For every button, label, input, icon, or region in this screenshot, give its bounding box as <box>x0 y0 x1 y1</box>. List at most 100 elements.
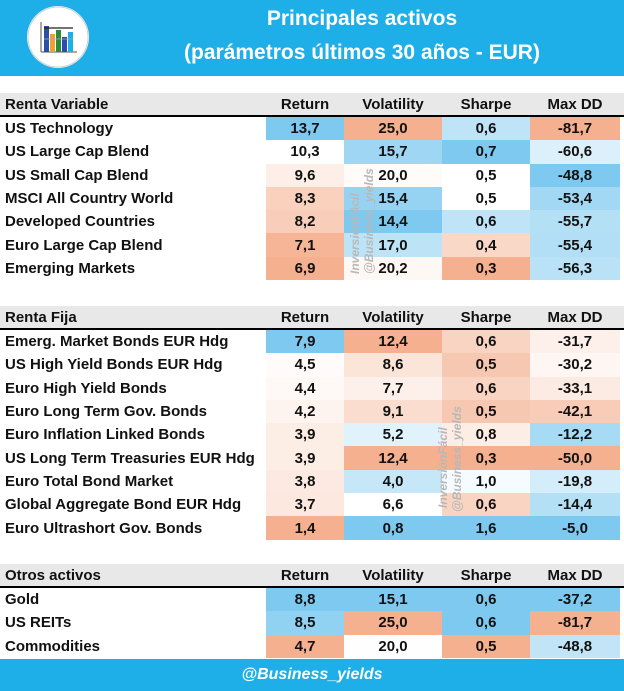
volatility-cell: 25,0 <box>344 117 442 141</box>
section-header: Otros activos Return Volatility Sharpe Max D… <box>0 564 624 588</box>
maxdd-cell: -81,7 <box>530 117 620 141</box>
maxdd-cell: -55,4 <box>530 233 620 257</box>
volatility-cell: 4,0 <box>344 469 442 494</box>
column-header-sharpe: Sharpe <box>460 308 512 326</box>
maxdd-cell: -56,3 <box>530 256 620 281</box>
table-row: Global Aggregate Bond EUR Hdg 3,7 6,6 0,6 -1… <box>0 493 624 517</box>
volatility-cell: 9,1 <box>344 399 442 424</box>
asset-name: Euro Large Cap Blend <box>5 236 163 254</box>
return-cell: 9,6 <box>266 163 344 187</box>
sharpe-cell: 0,6 <box>442 117 530 141</box>
volatility-cell: 5,2 <box>344 423 442 447</box>
return-cell: 4,7 <box>266 634 344 658</box>
asset-name: Euro Ultrashort Gov. Bonds <box>5 519 203 537</box>
return-cell: 4,4 <box>266 376 344 400</box>
column-header-maxdd: Max DD <box>547 566 603 584</box>
maxdd-cell: -30,2 <box>530 353 620 377</box>
return-cell: 3,7 <box>266 493 344 517</box>
asset-name: US Small Cap Blend <box>5 166 149 184</box>
sharpe-cell: 0,6 <box>442 588 530 612</box>
sharpe-cell: 0,6 <box>442 611 530 635</box>
return-cell: 6,9 <box>266 256 344 281</box>
sharpe-cell: 0,6 <box>442 376 530 400</box>
volatility-cell: 17,0 <box>344 233 442 257</box>
section-1: Renta Fija Return Volatility Sharpe Max DD Em… <box>0 306 624 540</box>
section-2: Otros activos Return Volatility Sharpe Max D… <box>0 564 624 658</box>
table-row: Euro Total Bond Market 3,8 4,0 1,0 -19,8 <box>0 469 624 494</box>
column-header-return: Return <box>280 95 330 113</box>
sharpe-cell: 0,5 <box>442 634 530 658</box>
watermark-handle-2: @Business_yields <box>450 406 464 512</box>
sharpe-cell: 0,5 <box>442 186 530 211</box>
sharpe-cell: 0,6 <box>442 493 530 517</box>
maxdd-cell: -48,8 <box>530 634 620 658</box>
maxdd-cell: -12,2 <box>530 423 620 447</box>
asset-name: US High Yield Bonds EUR Hdg <box>5 356 223 374</box>
volatility-cell: 15,1 <box>344 588 442 612</box>
volatility-cell: 0,8 <box>344 516 442 540</box>
asset-name: Euro Total Bond Market <box>5 472 174 490</box>
volatility-cell: 12,4 <box>344 446 442 470</box>
table-row: Commodities 4,7 20,0 0,5 -48,8 <box>0 634 624 658</box>
table-row: US Small Cap Blend 9,6 20,0 0,5 -48,8 <box>0 163 624 187</box>
asset-name: US REITs <box>5 614 72 632</box>
volatility-cell: 14,4 <box>344 210 442 234</box>
section-0: Renta Variable Return Volatility Sharpe Max … <box>0 93 624 281</box>
sharpe-cell: 0,3 <box>442 446 530 470</box>
asset-name: Emerg. Market Bonds EUR Hdg <box>5 333 229 351</box>
table-row: Emerg. Market Bonds EUR Hdg 7,9 12,4 0,6 -31… <box>0 330 624 354</box>
return-cell: 1,4 <box>266 516 344 540</box>
return-cell: 13,7 <box>266 117 344 141</box>
maxdd-cell: -81,7 <box>530 611 620 635</box>
maxdd-cell: -33,1 <box>530 376 620 400</box>
table-row: US Long Term Treasuries EUR Hdg 3,9 12,4 0,… <box>0 446 624 470</box>
asset-name: US Large Cap Blend <box>5 143 150 161</box>
return-cell: 3,9 <box>266 446 344 470</box>
page-title: Principales activos <box>266 7 458 30</box>
volatility-cell: 6,6 <box>344 493 442 517</box>
asset-name: Developed Countries <box>5 213 156 231</box>
volatility-cell: 25,0 <box>344 611 442 635</box>
column-header-volatility: Volatility <box>362 308 424 326</box>
section-title: Otros activos <box>5 566 101 584</box>
return-cell: 4,2 <box>266 399 344 424</box>
volatility-cell: 15,7 <box>344 140 442 164</box>
volatility-cell: 8,6 <box>344 353 442 377</box>
maxdd-cell: -53,4 <box>530 186 620 211</box>
sharpe-cell: 0,3 <box>442 256 530 281</box>
table-row: Developed Countries 8,2 14,4 0,6 -55,7 <box>0 210 624 234</box>
maxdd-cell: -50,0 <box>530 446 620 470</box>
sharpe-cell: 0,5 <box>442 163 530 187</box>
asset-name: Commodities <box>5 637 101 655</box>
return-cell: 3,9 <box>266 423 344 447</box>
sharpe-cell: 1,6 <box>442 516 530 540</box>
table-row: Euro Large Cap Blend 7,1 17,0 0,4 -55,4 <box>0 233 624 257</box>
sharpe-cell: 0,6 <box>442 210 530 234</box>
maxdd-cell: -14,4 <box>530 493 620 517</box>
table-row: US High Yield Bonds EUR Hdg 4,5 8,6 0,5 -30,… <box>0 353 624 377</box>
maxdd-cell: -60,6 <box>530 140 620 164</box>
table-row: Gold 8,8 15,1 0,6 -37,2 <box>0 588 624 612</box>
column-header-return: Return <box>280 566 330 584</box>
page-subtitle: (parámetros últimos 30 años - EUR) <box>184 41 540 64</box>
maxdd-cell: -5,0 <box>530 516 620 540</box>
maxdd-cell: -37,2 <box>530 588 620 612</box>
sharpe-cell: 0,4 <box>442 233 530 257</box>
section-title: Renta Fija <box>5 308 77 326</box>
table-row: Euro Long Term Gov. Bonds 4,2 9,1 0,5 -42,1 <box>0 399 624 424</box>
sharpe-cell: 1,0 <box>442 469 530 494</box>
maxdd-cell: -19,8 <box>530 469 620 494</box>
return-cell: 8,5 <box>266 611 344 635</box>
sharpe-cell: 0,5 <box>442 399 530 424</box>
table-row: US REITs 8,5 25,0 0,6 -81,7 <box>0 611 624 635</box>
watermark-brand-2: InversiónFácil <box>436 427 450 508</box>
footer-handle: @Business_yields <box>241 666 383 683</box>
volatility-cell: 20,2 <box>344 256 442 281</box>
table-row: Euro High Yield Bonds 4,4 7,7 0,6 -33,1 <box>0 376 624 400</box>
return-cell: 8,3 <box>266 186 344 211</box>
asset-name: Global Aggregate Bond EUR Hdg <box>5 496 242 514</box>
column-header-sharpe: Sharpe <box>460 95 512 113</box>
table-row: Euro Inflation Linked Bonds 3,9 5,2 0,8 -12,… <box>0 423 624 447</box>
column-header-maxdd: Max DD <box>547 308 603 326</box>
return-cell: 3,8 <box>266 469 344 494</box>
